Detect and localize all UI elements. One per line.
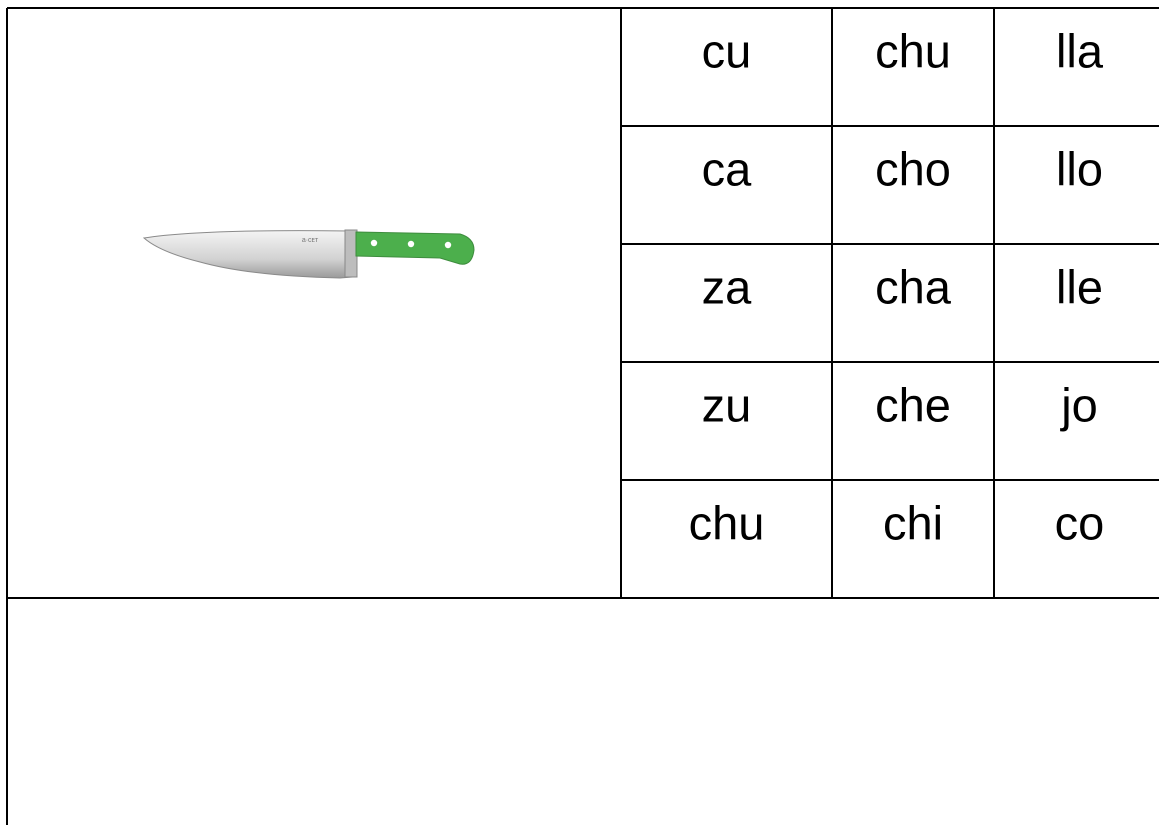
- syllable: zu: [702, 378, 752, 431]
- syllable: ca: [702, 142, 753, 195]
- syllable: co: [1055, 496, 1105, 549]
- syllable: za: [702, 260, 753, 313]
- svg-text:a·ᴄᴇᴛ: a·ᴄᴇᴛ: [302, 237, 319, 244]
- syllable: chi: [883, 496, 943, 549]
- syllable: che: [875, 378, 951, 431]
- table-cell: [993, 479, 1159, 599]
- syllable: llo: [1056, 142, 1103, 195]
- syllable: chu: [875, 24, 951, 77]
- syllable: cu: [702, 24, 752, 77]
- syllable: cha: [875, 260, 952, 313]
- knife-image: a·ᴄᴇᴛ: [142, 229, 475, 279]
- syllable: lle: [1056, 260, 1103, 313]
- syllable: lla: [1056, 24, 1104, 77]
- syllable: chu: [689, 496, 765, 549]
- syllable: cho: [875, 142, 951, 195]
- syllable: jo: [1059, 378, 1098, 431]
